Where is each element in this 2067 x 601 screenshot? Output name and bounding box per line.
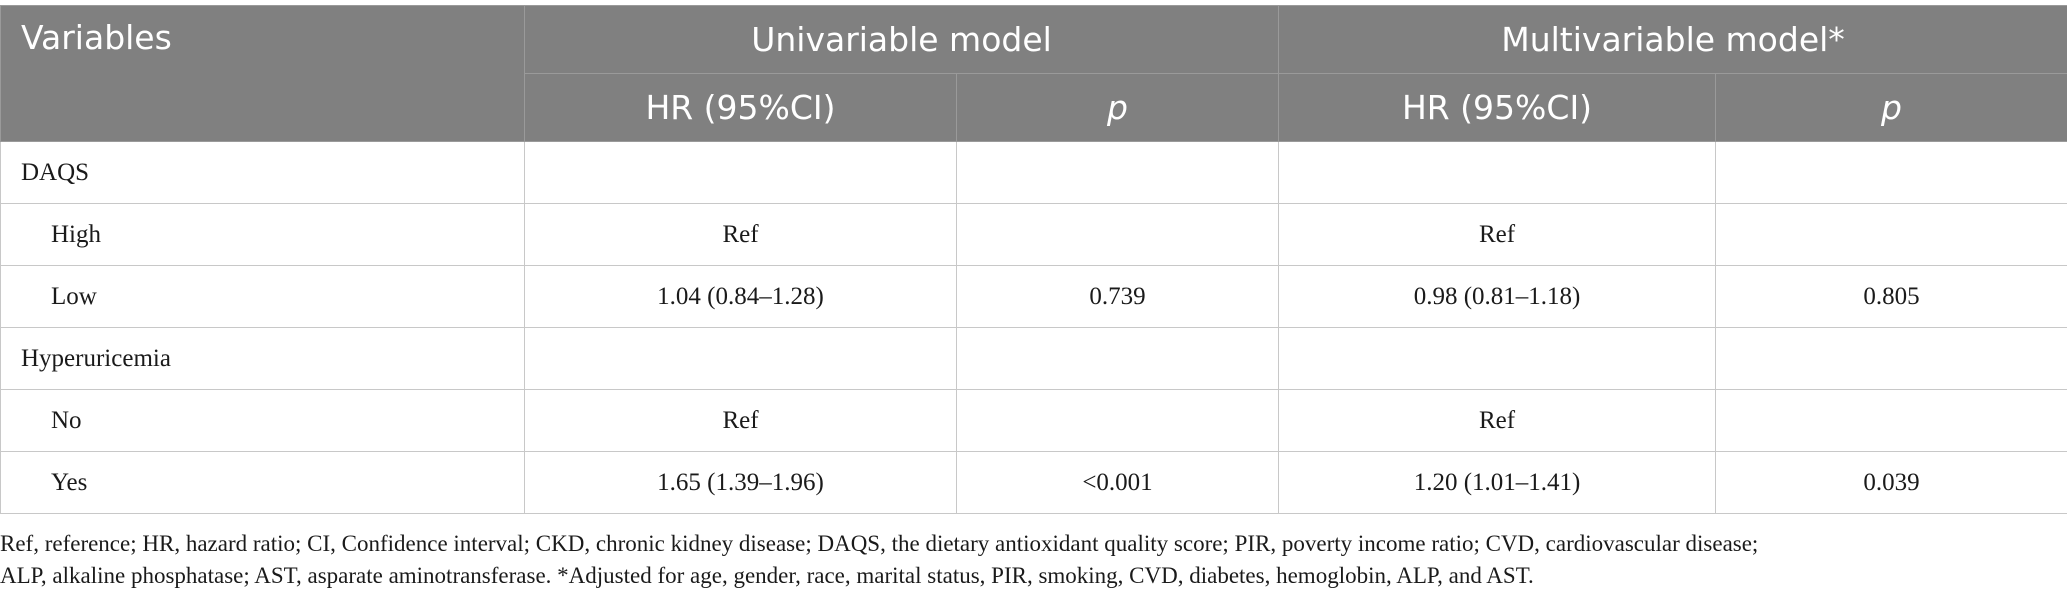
uni-p-cell bbox=[955, 203, 1280, 266]
row-label: Hyperuricemia bbox=[0, 327, 525, 390]
multi-hr-cell bbox=[1278, 327, 1717, 390]
header-multi-hr: HR (95%CI) bbox=[1278, 73, 1717, 142]
footnote-line: ALP, alkaline phosphatase; AST, asparate… bbox=[0, 563, 1534, 588]
multi-p-cell: 0.039 bbox=[1715, 451, 2067, 514]
multi-p-cell bbox=[1715, 141, 2067, 204]
row-label: No bbox=[0, 389, 525, 452]
multi-hr-cell: Ref bbox=[1278, 389, 1717, 452]
header-row-2: HR (95%CI) p HR (95%CI) p bbox=[1, 73, 2067, 142]
table-row: Hyperuricemia bbox=[0, 327, 2067, 390]
multi-p-cell bbox=[1715, 389, 2067, 452]
multi-hr-cell: 1.20 (1.01–1.41) bbox=[1278, 451, 1717, 514]
table-row: Yes 1.65 (1.39–1.96) <0.001 1.20 (1.01–1… bbox=[0, 451, 2067, 514]
header-uni-p: p bbox=[955, 73, 1280, 142]
uni-p-cell: <0.001 bbox=[955, 451, 1280, 514]
row-label: Low bbox=[0, 265, 525, 328]
header-multi-p: p bbox=[1715, 73, 2067, 142]
row-label: DAQS bbox=[0, 141, 525, 204]
uni-p-cell bbox=[955, 141, 1280, 204]
uni-p-cell bbox=[955, 327, 1280, 390]
uni-hr-cell: Ref bbox=[524, 389, 957, 452]
uni-hr-cell: 1.65 (1.39–1.96) bbox=[524, 451, 957, 514]
multi-p-cell bbox=[1715, 327, 2067, 390]
table-container: Variables Univariable model Multivariabl… bbox=[0, 5, 2067, 592]
uni-p-cell: 0.739 bbox=[955, 265, 1280, 328]
header-multivariable-model: Multivariable model* bbox=[1278, 5, 2067, 74]
uni-hr-cell: Ref bbox=[524, 203, 957, 266]
header-univariable-model: Univariable model bbox=[523, 5, 1280, 74]
table-row: DAQS bbox=[0, 141, 2067, 204]
table-row: Low 1.04 (0.84–1.28) 0.739 0.98 (0.81–1.… bbox=[0, 265, 2067, 328]
footnote-line: Ref, reference; HR, hazard ratio; CI, Co… bbox=[0, 531, 1759, 556]
uni-hr-cell bbox=[524, 141, 957, 204]
multi-hr-cell: 0.98 (0.81–1.18) bbox=[1278, 265, 1717, 328]
multi-hr-cell: Ref bbox=[1278, 203, 1717, 266]
header-row-1: Variables Univariable model Multivariabl… bbox=[0, 5, 2067, 142]
header-uni-hr: HR (95%CI) bbox=[524, 73, 957, 142]
multi-p-cell bbox=[1715, 203, 2067, 266]
header-variables: Variables bbox=[0, 5, 525, 142]
table-row: No Ref Ref bbox=[0, 389, 2067, 452]
uni-hr-cell: 1.04 (0.84–1.28) bbox=[524, 265, 957, 328]
uni-hr-cell bbox=[524, 327, 957, 390]
multi-p-cell: 0.805 bbox=[1715, 265, 2067, 328]
results-table: Variables Univariable model Multivariabl… bbox=[0, 5, 2067, 514]
row-label: High bbox=[0, 203, 525, 266]
uni-p-cell bbox=[955, 389, 1280, 452]
table-row: High Ref Ref bbox=[0, 203, 2067, 266]
row-label: Yes bbox=[0, 451, 525, 514]
multi-hr-cell bbox=[1278, 141, 1717, 204]
table-footnote: Ref, reference; HR, hazard ratio; CI, Co… bbox=[0, 514, 2067, 592]
